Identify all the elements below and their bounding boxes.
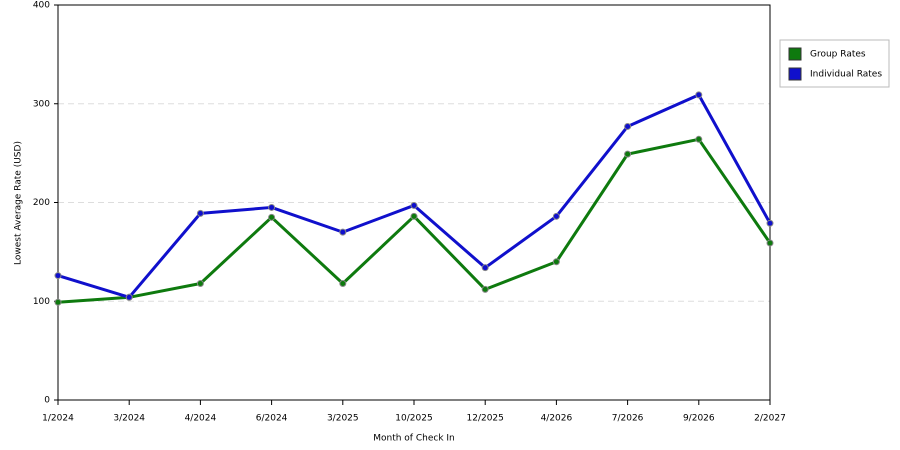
point (695, 91, 703, 99)
point (410, 201, 418, 209)
series-line (57, 137, 772, 304)
point (766, 219, 774, 227)
x-tick-label: 12/2025 (467, 414, 504, 424)
x-tick-label: 6/2024 (256, 414, 288, 424)
point (268, 213, 276, 221)
y-tick-label: 300 (33, 99, 50, 109)
y-tick-label: 0 (44, 396, 50, 406)
point (552, 212, 560, 220)
point (624, 122, 632, 130)
point (268, 203, 276, 211)
x-tick-label: 3/2024 (113, 414, 145, 424)
point (125, 293, 133, 301)
x-tick-label: 4/2026 (541, 414, 573, 424)
y-tick-label: 400 (33, 1, 50, 11)
point (481, 264, 489, 272)
y-tick-label: 200 (33, 198, 50, 208)
point (624, 150, 632, 158)
x-tick-label: 3/2025 (327, 414, 359, 424)
legend-swatch (788, 47, 802, 61)
point (552, 258, 560, 266)
point (339, 279, 347, 287)
point (695, 135, 703, 143)
legend-label: Group Rates (810, 50, 866, 60)
legend-label: Individual Rates (810, 70, 882, 80)
point (339, 228, 347, 236)
point (410, 212, 418, 220)
x-tick-label: 10/2025 (395, 414, 432, 424)
legend-swatch (788, 67, 802, 81)
point (54, 272, 62, 280)
point (54, 298, 62, 306)
x-tick-label: 2/2027 (754, 414, 786, 424)
x-tick-label: 4/2024 (185, 414, 217, 424)
point (481, 285, 489, 293)
y-axis-label: Lowest Average Rate (USD) (14, 141, 24, 265)
point (196, 209, 204, 217)
point (196, 279, 204, 287)
x-axis-label: Month of Check In (373, 434, 455, 444)
series-line (57, 93, 772, 299)
x-tick-label: 7/2026 (612, 414, 644, 424)
x-tick-label: 1/2024 (42, 414, 74, 424)
x-tick-label: 9/2026 (683, 414, 715, 424)
y-tick-label: 100 (33, 297, 50, 307)
point (766, 239, 774, 247)
